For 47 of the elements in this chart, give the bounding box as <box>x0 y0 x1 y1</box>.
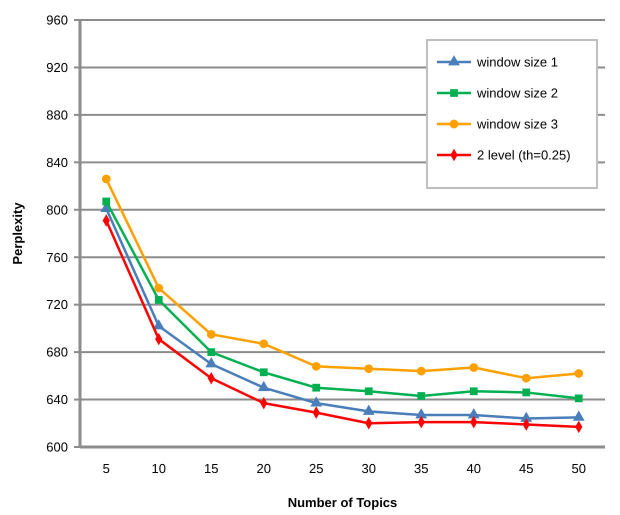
point <box>154 284 164 292</box>
y-tick-label: 680 <box>46 344 68 360</box>
y-tick-label: 760 <box>46 250 68 265</box>
x-tick-label: 10 <box>152 461 166 476</box>
x-tick-label: 30 <box>362 461 376 476</box>
x-tick-label: 35 <box>414 461 428 476</box>
point <box>572 410 585 421</box>
x-tick-label: 40 <box>466 461 481 476</box>
x-tick-label: 20 <box>256 461 271 476</box>
point <box>470 387 478 396</box>
y-tick-label: 600 <box>46 440 68 455</box>
x-tick-label: 50 <box>572 461 586 476</box>
point <box>364 364 374 374</box>
y-tick-label: 880 <box>46 107 68 122</box>
y-tick-label: 800 <box>46 202 68 218</box>
legend-label: 2 level (th=0.25) <box>477 148 571 163</box>
point <box>522 388 530 396</box>
point <box>417 392 426 400</box>
point <box>207 348 216 356</box>
x-axis-title: Number of Topics <box>288 495 398 510</box>
x-tick-label: 15 <box>204 461 218 476</box>
x-tick-label: 25 <box>309 461 324 476</box>
point <box>312 384 320 392</box>
point <box>469 363 478 372</box>
y-axis-title: Perplexity <box>10 202 25 265</box>
x-tick-label: 45 <box>519 461 534 476</box>
y-tick-label: 960 <box>46 12 68 28</box>
x-tick-label: 5 <box>102 461 110 476</box>
point <box>312 362 321 371</box>
point <box>574 394 583 402</box>
legend-label: window size 2 <box>476 86 558 101</box>
point <box>260 368 268 376</box>
legend-label: window size 1 <box>476 54 558 70</box>
point <box>154 296 163 304</box>
y-tick-label: 840 <box>46 154 68 170</box>
point <box>416 366 426 376</box>
y-tick-label: 640 <box>46 392 68 408</box>
point <box>102 174 111 184</box>
point <box>206 330 216 339</box>
y-tick-label: 720 <box>46 297 68 312</box>
point <box>259 339 268 348</box>
point <box>522 374 531 383</box>
point <box>364 387 373 396</box>
point <box>574 369 584 378</box>
y-tick-label: 920 <box>46 60 68 75</box>
legend-label: window size 3 <box>476 116 558 132</box>
point <box>102 198 110 206</box>
